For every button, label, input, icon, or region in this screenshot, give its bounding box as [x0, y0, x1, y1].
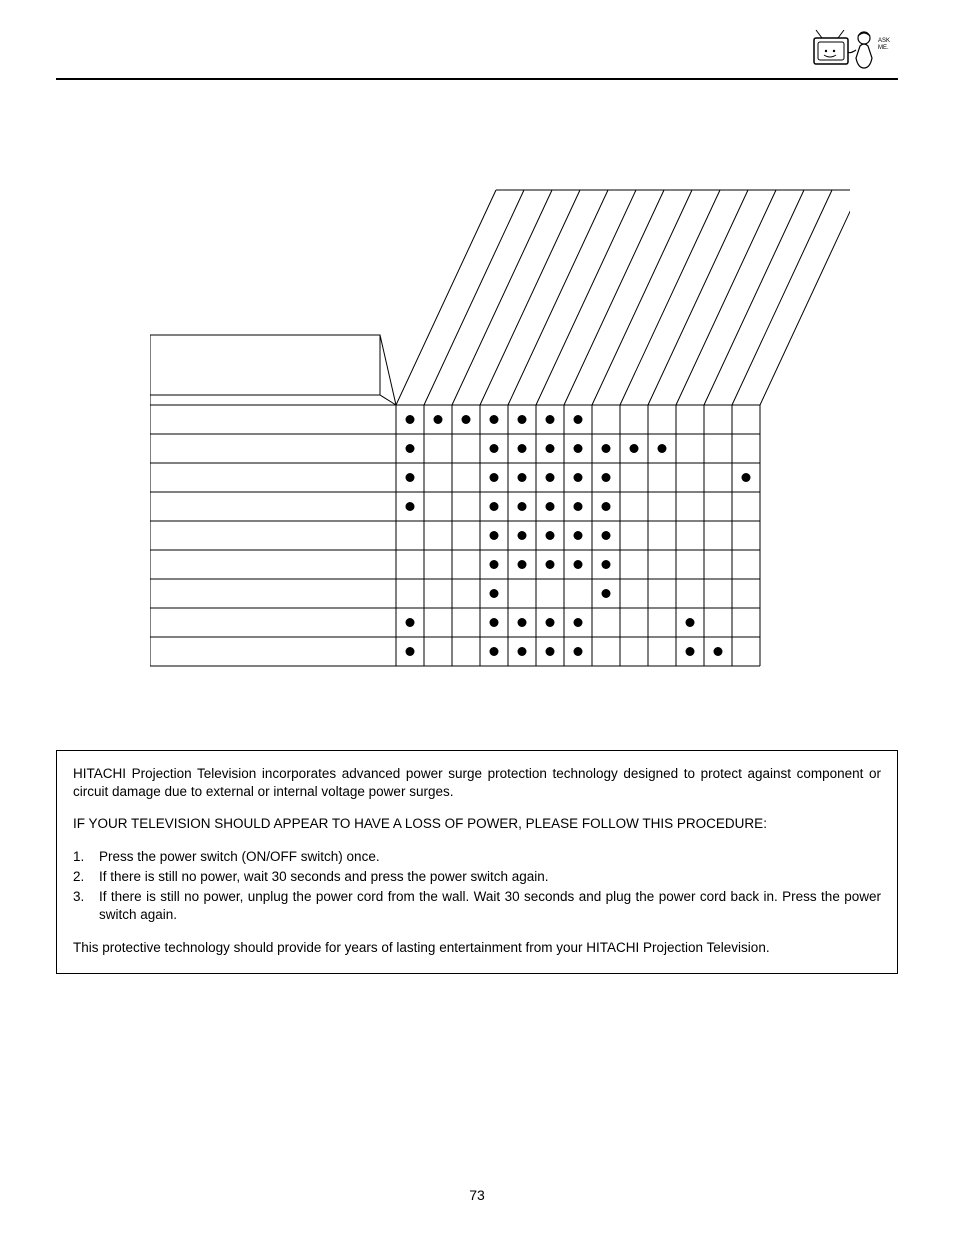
troubleshooting-chart	[150, 180, 850, 660]
procedure-step: 1.Press the power switch (ON/OFF switch)…	[73, 848, 881, 866]
step-text: If there is still no power, wait 30 seco…	[99, 868, 881, 886]
page-number: 73	[0, 1187, 954, 1203]
procedure-list: 1.Press the power switch (ON/OFF switch)…	[73, 848, 881, 925]
ask-label: ASK	[878, 38, 890, 44]
step-text: If there is still no power, unplug the p…	[99, 888, 881, 924]
info-paragraph-1: HITACHI Projection Television incorporat…	[73, 765, 881, 801]
page: ASK ME. HITACHI Projection Television in…	[0, 0, 954, 1235]
step-number: 2.	[73, 868, 99, 886]
procedure-step: 2.If there is still no power, wait 30 se…	[73, 868, 881, 886]
procedure-step: 3.If there is still no power, unplug the…	[73, 888, 881, 924]
step-number: 1.	[73, 848, 99, 866]
header-rule	[56, 78, 898, 80]
step-text: Press the power switch (ON/OFF switch) o…	[99, 848, 881, 866]
power-surge-info-box: HITACHI Projection Television incorporat…	[56, 750, 898, 974]
step-number: 3.	[73, 888, 99, 924]
ask-me-icon: ASK ME.	[812, 28, 898, 72]
info-paragraph-3: This protective technology should provid…	[73, 939, 881, 957]
info-paragraph-2: IF YOUR TELEVISION SHOULD APPEAR TO HAVE…	[73, 815, 881, 833]
me-label: ME.	[878, 45, 889, 51]
